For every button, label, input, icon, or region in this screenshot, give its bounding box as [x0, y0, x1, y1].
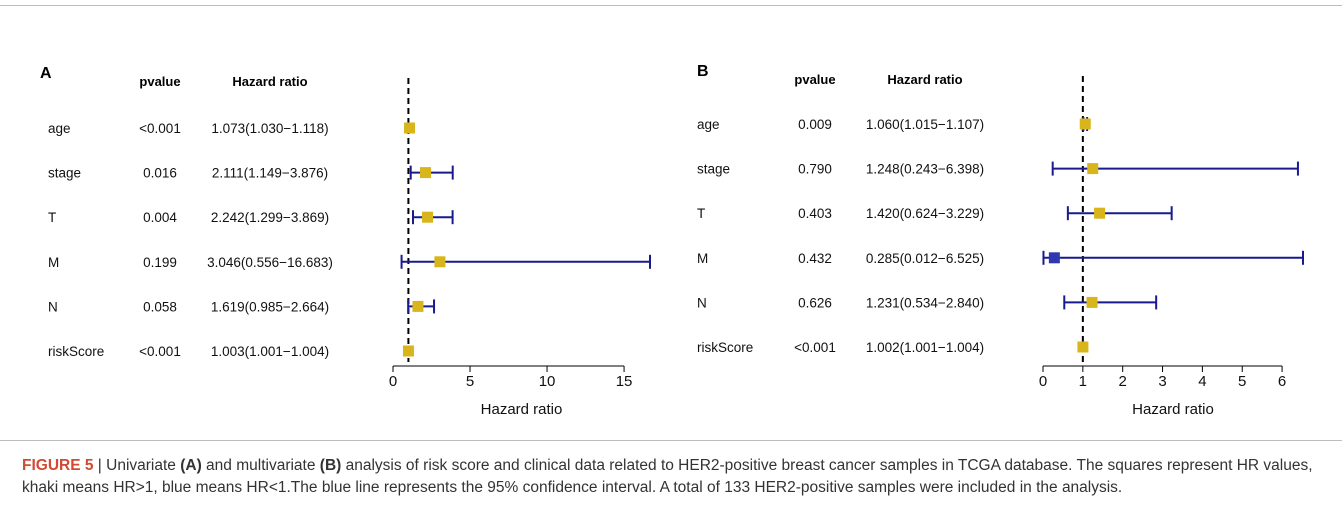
hr-point-m: [1048, 252, 1060, 264]
x-tick-label-a-0: 0: [389, 373, 397, 390]
row-label-riskscore: riskScore: [697, 340, 753, 355]
x-tick-label-b-0: 0: [1039, 373, 1047, 390]
x-tick-label-b-6: 6: [1278, 373, 1286, 390]
row-pvalue-riskscore: <0.001: [794, 340, 836, 355]
row-hr-text-stage: 1.248(0.243−6.398): [866, 162, 984, 177]
row-hr-text-m: 0.285(0.012−6.525): [866, 251, 984, 266]
row-label-t: T: [697, 206, 705, 221]
panel-label-b: B: [697, 63, 709, 80]
row-label-t: T: [48, 210, 56, 225]
x-tick-label-a-10: 10: [539, 373, 556, 390]
row-hr-text-stage: 2.111(1.149−3.876): [212, 166, 328, 181]
row-pvalue-t: 0.004: [143, 210, 177, 225]
x-tick-label-b-1: 1: [1079, 373, 1087, 390]
hr-point-riskscore: [402, 345, 414, 357]
caption-text-3: analysis of risk score and clinical data…: [22, 457, 1313, 496]
x-axis-title-b: Hazard ratio: [1132, 401, 1214, 418]
pvalue-header-a: pvalue: [139, 74, 180, 89]
row-hr-text-riskscore: 1.002(1.001−1.004): [866, 340, 984, 355]
hr-point-t: [1094, 207, 1106, 219]
row-hr-text-t: 1.420(0.624−3.229): [866, 206, 984, 221]
row-hr-text-m: 3.046(0.556−16.683): [207, 255, 333, 270]
hr-point-age: [404, 122, 416, 134]
row-pvalue-stage: 0.016: [143, 166, 177, 181]
row-label-n: N: [48, 299, 58, 314]
row-label-riskscore: riskScore: [48, 344, 104, 359]
x-axis-title-a: Hazard ratio: [481, 401, 563, 418]
x-tick-label-b-4: 4: [1198, 373, 1206, 390]
row-label-stage: stage: [48, 166, 81, 181]
top-rule: [0, 5, 1342, 6]
caption-text-2: and multivariate: [201, 457, 320, 474]
x-tick-label-b-2: 2: [1119, 373, 1127, 390]
row-pvalue-m: 0.199: [143, 255, 177, 270]
hr-point-stage: [420, 167, 432, 179]
x-tick-label-a-15: 15: [616, 373, 633, 390]
row-hr-text-age: 1.060(1.015−1.107): [866, 117, 984, 132]
hazard-ratio-header-b: Hazard ratio: [887, 72, 962, 87]
hr-point-n: [1086, 296, 1098, 308]
row-pvalue-n: 0.058: [143, 299, 177, 314]
row-pvalue-riskscore: <0.001: [139, 344, 181, 359]
row-pvalue-n: 0.626: [798, 295, 832, 310]
row-hr-text-t: 2.242(1.299−3.869): [211, 210, 329, 225]
row-pvalue-t: 0.403: [798, 206, 832, 221]
row-label-m: M: [48, 255, 59, 270]
row-pvalue-m: 0.432: [798, 251, 832, 266]
row-pvalue-age: 0.009: [798, 117, 832, 132]
row-hr-text-n: 1.231(0.534−2.840): [866, 295, 984, 310]
row-hr-text-age: 1.073(1.030−1.118): [211, 121, 328, 136]
pvalue-header-b: pvalue: [794, 72, 835, 87]
caption-rule: [0, 440, 1342, 441]
hr-point-m: [434, 256, 446, 268]
hr-point-t: [422, 211, 434, 223]
caption-separator: |: [93, 457, 107, 474]
row-hr-text-n: 1.619(0.985−2.664): [211, 299, 329, 314]
hazard-ratio-header-a: Hazard ratio: [232, 74, 307, 89]
hr-point-age: [1079, 118, 1091, 130]
caption-text-1: Univariate: [106, 457, 181, 474]
x-tick-label-a-5: 5: [466, 373, 474, 390]
row-label-n: N: [697, 295, 707, 310]
row-label-age: age: [48, 121, 71, 136]
hr-point-stage: [1087, 163, 1099, 175]
panel-label-a: A: [40, 65, 52, 82]
hr-point-n: [412, 300, 424, 312]
figure-label: FIGURE 5: [22, 457, 94, 474]
hr-point-riskscore: [1077, 341, 1089, 353]
x-tick-label-b-3: 3: [1158, 373, 1166, 390]
row-hr-text-riskscore: 1.003(1.001−1.004): [211, 344, 329, 359]
figure-caption: FIGURE 5 | Univariate (A) and multivaria…: [22, 455, 1322, 499]
row-label-age: age: [697, 117, 720, 132]
row-label-m: M: [697, 251, 708, 266]
caption-panel-b: (B): [319, 457, 342, 474]
row-pvalue-age: <0.001: [139, 121, 181, 136]
caption-panel-a: (A): [180, 457, 202, 474]
x-tick-label-b-5: 5: [1238, 373, 1246, 390]
row-pvalue-stage: 0.790: [798, 162, 832, 177]
row-label-stage: stage: [697, 162, 730, 177]
